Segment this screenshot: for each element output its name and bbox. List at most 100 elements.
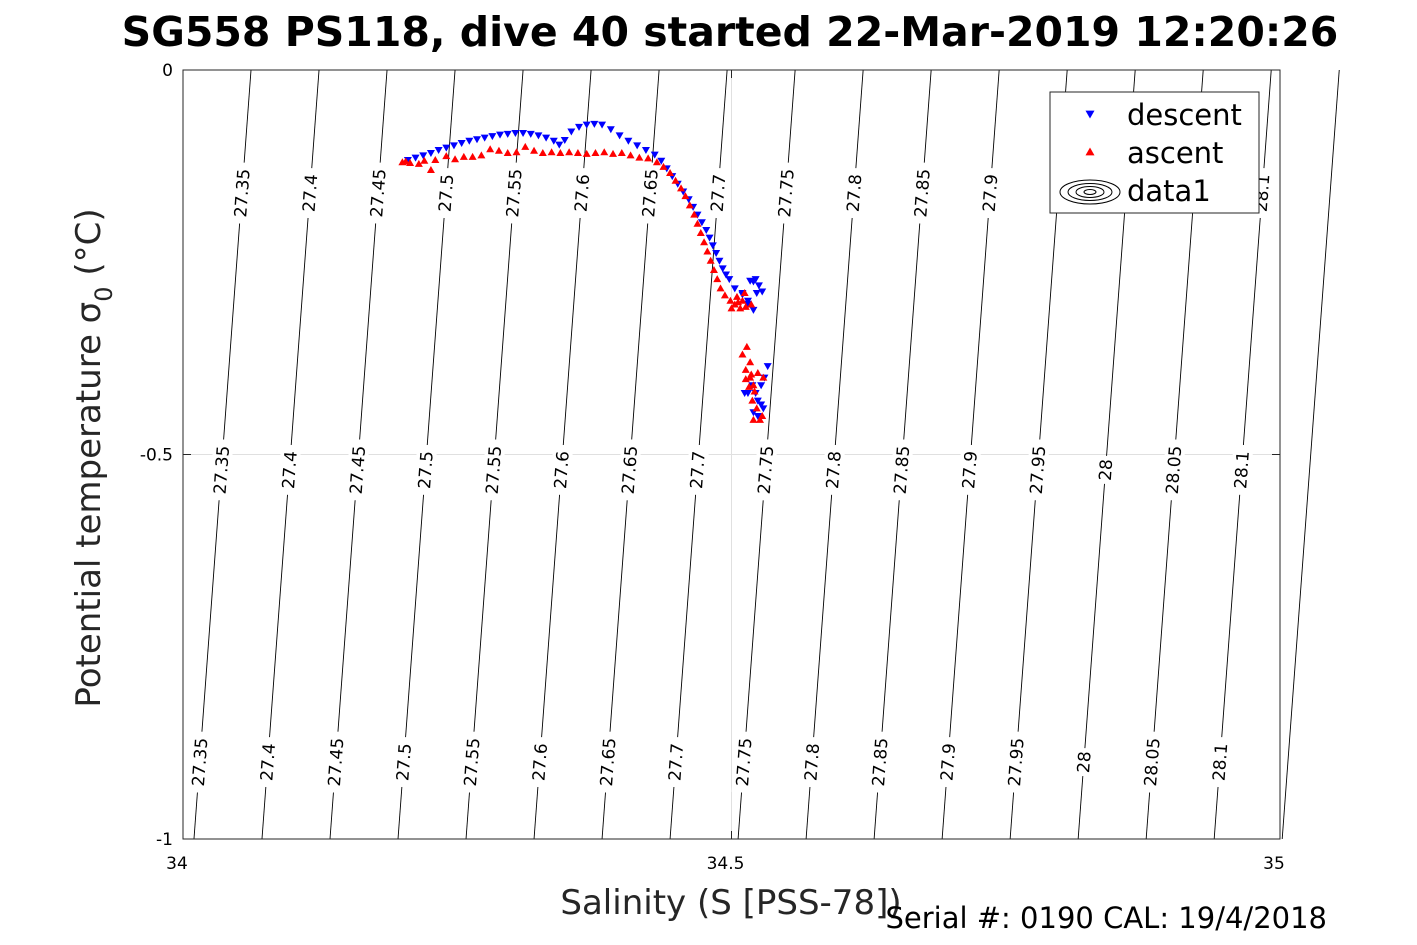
- isopycnal-label-text: 28.05: [1163, 445, 1187, 495]
- isopycnal-label-text: 27.6: [551, 450, 574, 489]
- isopycnal-label-bg: [459, 730, 484, 794]
- ascent-point-6: [431, 155, 440, 163]
- isopycnal-label-bg: [731, 730, 757, 794]
- axes: 34 34.5 35 0 -0.5 -1: [140, 61, 1285, 874]
- ascent-point-71: [759, 373, 768, 381]
- ascent-point-4: [420, 156, 429, 164]
- descent-point-9: [472, 136, 481, 144]
- isopycnal-label-text: 27.55: [503, 168, 527, 218]
- isopycnal-label-text: 27.45: [325, 737, 349, 787]
- isopycnal-label-27.8-0: 27.8: [842, 167, 866, 219]
- descent-point-3: [426, 150, 435, 158]
- descent-point-62: [763, 363, 772, 371]
- descent-point-66: [753, 397, 762, 405]
- isopycnal-label-bg: [936, 736, 960, 788]
- isopycnal-label-bg: [255, 736, 280, 788]
- descent-point-49: [725, 276, 734, 284]
- isopycnal-label-27.65-2: 27.65: [595, 730, 621, 794]
- descent-point-1: [411, 154, 420, 162]
- isopycnal-label-text: 27.4: [257, 743, 280, 782]
- descent-point-22: [567, 128, 576, 136]
- isopycnal-label-text: 27.4: [300, 173, 323, 212]
- descent-point-20: [555, 141, 564, 149]
- isopycnal-label-text: 27.45: [347, 445, 371, 495]
- isopycnal-label-28.05-2: 28.05: [1139, 730, 1165, 794]
- ascent-point-69: [758, 412, 767, 420]
- descent-point-24: [582, 121, 591, 129]
- isopycnal-label-bg: [799, 736, 824, 788]
- isopycnal-label-text: 27.9: [959, 450, 982, 489]
- x-tick-label-1: 34.5: [707, 854, 745, 874]
- ascent-point-13: [494, 146, 503, 154]
- isopycnal-label-bg: [1003, 730, 1029, 794]
- isopycnal-label-bg: [413, 444, 438, 496]
- isopycnal-label-bg: [229, 161, 255, 225]
- ascent-point-61: [741, 365, 750, 373]
- isopycnal-label-bg: [706, 167, 730, 219]
- descent-point-28: [615, 132, 624, 140]
- ascent-point-46: [716, 284, 725, 292]
- isopycnal-label-text: 27.6: [572, 173, 595, 212]
- y-tick-label-0: 0: [162, 61, 173, 81]
- descent-point-32: [650, 151, 659, 159]
- density-contour-labels: 27.35 27.35 27.35 27.4 27.4 27.4 27.45 27.45 27.…: [187, 161, 1274, 794]
- isopycnal-label-bg: [753, 438, 778, 502]
- isopycnal-label-27.45-0: 27.45: [365, 161, 391, 225]
- ascent-point-23: [582, 149, 591, 157]
- isopycnal-label-text: 28.1: [1210, 743, 1233, 782]
- legend-entry-data1: data1: [1059, 174, 1211, 208]
- ascent-point-10: [468, 152, 477, 160]
- isopycnal-label-bg: [617, 438, 642, 502]
- ascent-point-7: [442, 152, 451, 160]
- descent-point-8: [465, 137, 474, 145]
- isopycnal-label-bg: [549, 444, 574, 496]
- isopycnal-label-text: 27.7: [687, 450, 710, 489]
- ascent-point-17: [530, 146, 539, 154]
- ascent-point-5: [426, 165, 435, 173]
- ascent-point-57: [732, 292, 741, 300]
- descent-point-30: [633, 142, 642, 150]
- isopycnal-label-28.1-1: 28.1: [1229, 444, 1254, 496]
- isopycnal-label-27.65-1: 27.65: [617, 438, 642, 502]
- legend-label-descent: descent: [1127, 98, 1242, 132]
- isopycnal-label-27.95-2: 27.95: [1003, 730, 1029, 794]
- descent-point-73: [740, 389, 749, 397]
- ascent-point-38: [690, 210, 699, 218]
- isopycnal-label-bg: [1139, 730, 1165, 794]
- isopycnal-label-text: 27.65: [639, 168, 663, 218]
- isopycnal-line-28.15: [1281, 69, 1340, 840]
- isopycnal-label-27.75-1: 27.75: [753, 438, 778, 502]
- isopycnal-label-text: 27.75: [733, 737, 757, 787]
- isopycnal-label-27.9-1: 27.9: [957, 444, 982, 496]
- legend-contour-ring-3: [1083, 189, 1097, 195]
- ascent-point-12: [486, 145, 495, 153]
- chart-title: SG558 PS118, dive 40 started 22-Mar-2019…: [122, 8, 1339, 56]
- ascent-point-15: [512, 148, 521, 156]
- ascent-point-40: [696, 229, 705, 237]
- descent-point-25: [590, 120, 599, 128]
- ascent-point-1: [401, 157, 410, 165]
- descent-point-15: [519, 130, 528, 138]
- isopycnal-label-bg: [345, 438, 370, 502]
- ascent-point-16: [521, 142, 530, 150]
- descent-point-59: [754, 282, 763, 290]
- descent-point-13: [503, 130, 512, 138]
- isopycnal-label-27.9-2: 27.9: [936, 736, 960, 788]
- ascent-point-73: [747, 370, 756, 378]
- legend-label-data1: data1: [1127, 174, 1211, 208]
- ascent-point-32: [659, 162, 668, 170]
- y-axis-label: Potential temperature σ0 (°C): [69, 208, 118, 707]
- isopycnal-label-text: 27.4: [279, 450, 302, 489]
- isopycnal-label-28.05-1: 28.05: [1161, 438, 1187, 502]
- ascent-point-30: [644, 154, 653, 162]
- isopycnal-label-text: 28.05: [1141, 737, 1165, 787]
- isopycnal-label-27.95-1: 27.95: [1025, 438, 1050, 502]
- isopycnal-label-text: 27.45: [367, 168, 391, 218]
- ascent-point-25: [600, 148, 609, 156]
- ascent-point-26: [609, 149, 618, 157]
- ascent-point-53: [740, 289, 749, 297]
- descent-point-67: [757, 401, 766, 409]
- ascent-point-63: [749, 381, 758, 389]
- ascent-point-59: [742, 342, 751, 350]
